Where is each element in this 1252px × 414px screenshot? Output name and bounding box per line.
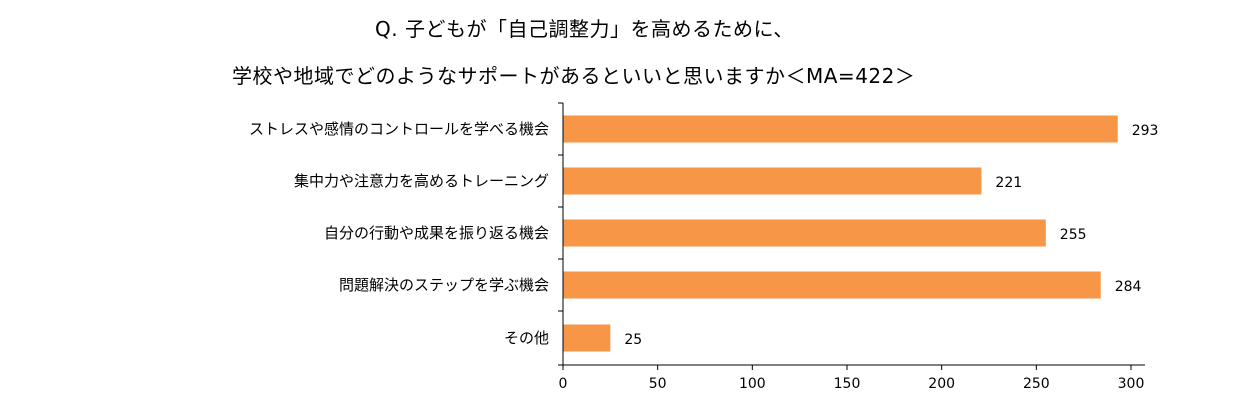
chart-title-line-1: Q. 子どもが「自己調整力」を高めるために、 [375,17,794,41]
x-tick-label-1: 0 [559,376,568,392]
x-tick-label-2: 50 [649,376,667,392]
bar-1 [563,115,1118,143]
bar-5 [563,324,611,352]
x-tick-label-5: 200 [928,376,955,392]
value-label-4: 284 [1115,279,1142,295]
chart-title: Q. 子どもが「自己調整力」を高めるために、 学校や地域でどのようなサポートがあ… [0,0,1252,100]
x-tick-label-7: 300 [1118,376,1145,392]
x-tick-label-4: 150 [834,376,861,392]
category-label-4: 問題解決のステップを学ぶ機会 [339,276,549,294]
category-label-1: ストレスや感情のコントロールを学べる機会 [249,120,549,138]
value-label-3: 255 [1060,227,1087,243]
category-label-2: 集中力や注意力を高めるトレーニング [294,172,549,190]
category-label-5: その他 [504,329,549,347]
value-label-1: 293 [1132,123,1159,139]
bar-4 [563,271,1101,299]
bar-3 [563,219,1046,247]
x-tick-label-3: 100 [739,376,766,392]
category-label-3: 自分の行動や成果を振り返る機会 [324,224,549,242]
bar-2 [563,167,982,195]
chart-title-line-2: 学校や地域でどのようなサポートがあるといいと思いますか＜MA=422＞ [232,64,916,88]
value-label-2: 221 [995,175,1022,191]
x-tick-label-6: 250 [1023,376,1050,392]
value-label-5: 25 [624,332,642,348]
